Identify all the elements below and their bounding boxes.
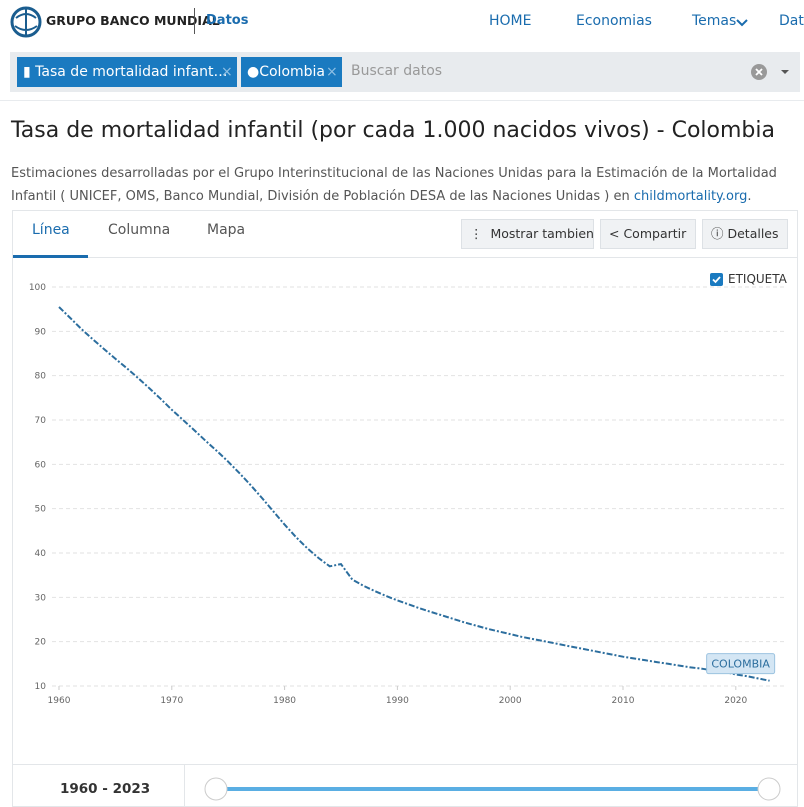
tab[interactable]: Columna	[108, 222, 171, 238]
section[interactable]: Datos	[206, 13, 249, 28]
x-tick-label: 1970	[160, 696, 183, 706]
series-line	[58, 306, 770, 682]
y-tick-label: 70	[35, 416, 47, 426]
logo-icon[interactable]	[10, 6, 42, 38]
nav-link[interactable]: Temas	[692, 13, 737, 29]
y-tick-label: 100	[29, 283, 46, 293]
tab-indicator	[13, 255, 88, 258]
x-tick-label: 1990	[386, 696, 409, 706]
tab[interactable]: Mapa	[207, 222, 246, 238]
chip-label: Colombia	[259, 64, 326, 80]
y-tick-label: 80	[35, 372, 47, 382]
y-tick-label: 60	[35, 460, 47, 470]
search-chip[interactable]: ▮ Tasa de mortalidad infant…	[17, 57, 237, 87]
action-button[interactable]: ⋮ Mostrar tambien	[461, 219, 594, 249]
search-chip[interactable]: ●Colombia	[241, 57, 342, 87]
x-tick-label: 2000	[499, 696, 522, 706]
chip-close[interactable]: ×	[326, 64, 338, 80]
nav-link[interactable]: HOME	[489, 13, 532, 29]
y-tick-label: 30	[35, 593, 47, 603]
y-tick-label: 90	[35, 327, 47, 337]
action-button[interactable]: ⓘ Detalles	[702, 219, 788, 249]
slider-handle[interactable]	[757, 777, 781, 801]
button-label: Mostrar tambien	[490, 226, 594, 241]
slider-divider	[184, 765, 185, 807]
slider-handle[interactable]	[204, 777, 228, 801]
range-start: 1960	[60, 781, 98, 797]
y-tick-label: 10	[35, 682, 47, 692]
chip-close[interactable]: ×	[221, 64, 233, 80]
chevron	[736, 19, 748, 27]
nav-link[interactable]: Dato	[779, 13, 804, 29]
range-slider[interactable]	[200, 775, 790, 805]
x-tick-label: 2010	[612, 696, 635, 706]
checkbox-label[interactable]: ETIQUETA	[728, 272, 787, 286]
page-title: Tasa de mortalidad infantil (por cada 1.…	[11, 118, 775, 143]
y-tick-label: 20	[35, 638, 47, 648]
description: Estimaciones desarrolladas por el Grupo …	[11, 162, 791, 208]
x-tick-label: 2020	[724, 696, 747, 706]
series-label-box	[706, 653, 776, 675]
range-separator: -	[102, 781, 108, 797]
chip-icon: ▮	[23, 64, 31, 80]
y-tick-label: 50	[35, 505, 47, 515]
slider-border	[13, 764, 797, 765]
tab-border	[13, 257, 797, 258]
checkbox[interactable]	[710, 273, 723, 286]
chart: 10 20 30 40 50 60 70 80 90 100 1960 1970 1980 1990 200…	[29, 283, 786, 706]
button-label: Compartir	[623, 226, 687, 241]
description-text: Estimaciones desarrolladas por el Grupo …	[11, 166, 777, 204]
range-label: 1960 - 2023	[60, 781, 150, 797]
series-label: COLOMBIA	[711, 658, 770, 671]
nav-link[interactable]: Economias	[576, 13, 652, 29]
description-end: .	[747, 189, 752, 204]
chip-label: Tasa de mortalidad infant…	[35, 64, 228, 80]
button-label: Detalles	[727, 226, 779, 241]
y-tick-label: 40	[35, 549, 47, 559]
search-controls[interactable]	[750, 63, 790, 81]
source-link[interactable]: childmortality.org	[633, 189, 748, 204]
chip-icon: ●	[247, 64, 260, 80]
x-tick-label: 1960	[48, 696, 71, 706]
tab[interactable]: Línea	[32, 222, 70, 238]
search-placeholder[interactable]: Buscar datos	[351, 63, 443, 79]
separator	[0, 100, 804, 101]
action-button[interactable]: < Compartir	[600, 219, 696, 249]
x-tick-label: 1980	[273, 696, 296, 706]
divider	[194, 8, 195, 34]
brand[interactable]: GRUPO BANCO MUNDIAL	[46, 13, 220, 28]
range-end: 2023	[112, 781, 151, 797]
